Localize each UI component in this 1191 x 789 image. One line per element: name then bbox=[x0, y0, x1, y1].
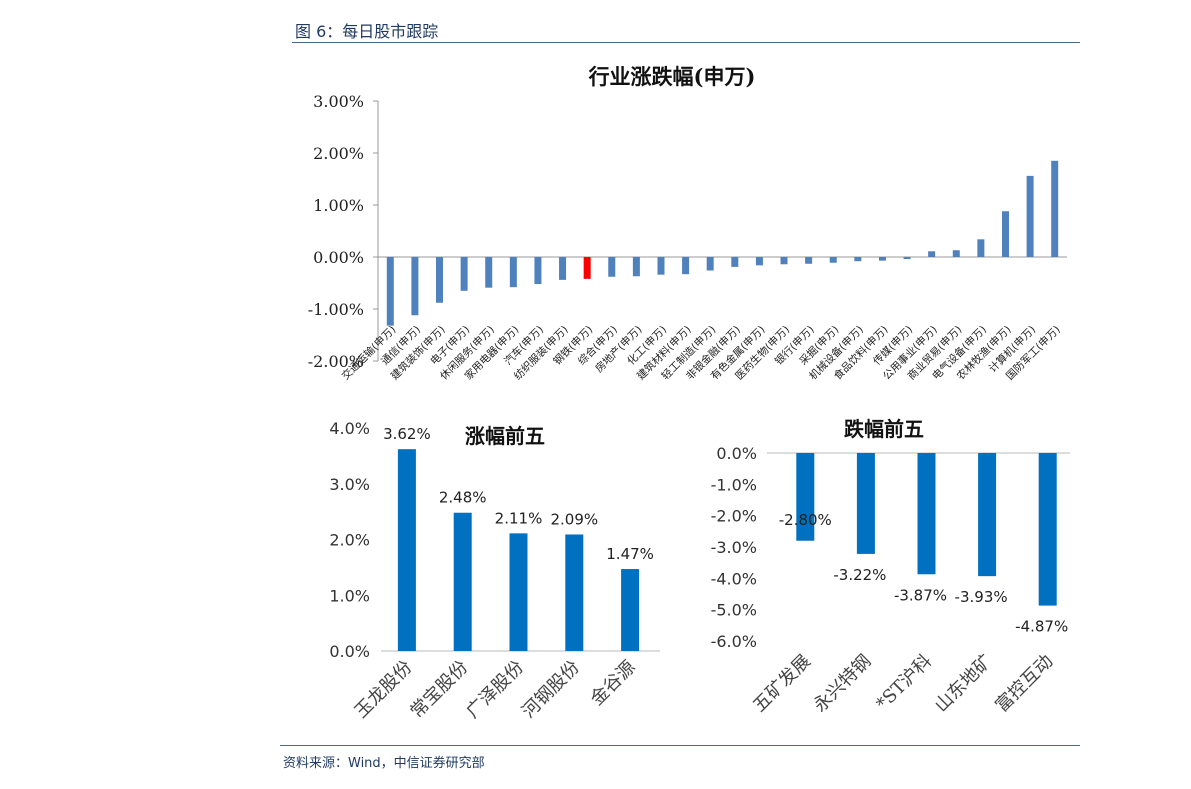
top5-y-tick-label: 1.0% bbox=[329, 586, 370, 605]
industry-bar bbox=[829, 257, 837, 263]
industry-bar bbox=[780, 257, 788, 265]
bottom5-y-tick-label: 0.0% bbox=[716, 444, 757, 463]
bottom5-bar bbox=[856, 453, 875, 554]
industry-bar bbox=[805, 257, 813, 264]
bottom5-x-label: 山东地矿 bbox=[931, 651, 997, 717]
bottom5-data-label: -4.87% bbox=[1015, 618, 1068, 636]
industry-bar bbox=[1001, 211, 1009, 257]
top5-y-tick-label: 3.0% bbox=[329, 475, 370, 494]
top5-y-tick-label: 4.0% bbox=[329, 419, 370, 438]
bottom5-data-label: -2.80% bbox=[779, 511, 832, 529]
bottom5-y-tick-label: -1.0% bbox=[711, 475, 757, 494]
industry-y-tick-label: 1.00% bbox=[313, 196, 364, 215]
industry-y-tick-label: -2.00% bbox=[308, 352, 364, 371]
industry-chart: 行业涨跌幅(申万) -2.00% -1.00% 0.00% 1.00% 2.00% 3.0… bbox=[308, 64, 1067, 382]
bottom5-chart: 跌幅前五 0.0%-1.0%-2.0%-3.0%-4.0%-5.0%-6.0% … bbox=[711, 417, 1070, 716]
bottom5-bar bbox=[1038, 453, 1057, 606]
industry-bar bbox=[436, 257, 444, 303]
industry-bar bbox=[755, 257, 763, 266]
industry-bar bbox=[903, 257, 911, 260]
industry-bar bbox=[977, 239, 985, 257]
top5-chart: 涨幅前五 0.0% 1.0% 2.0% 3.0% 4.0% 3.62% 2.48% 2.11… bbox=[329, 419, 660, 722]
bottom5-data-label: -3.22% bbox=[833, 566, 886, 584]
source-note: 资料来源：Wind，中信证券研究部 bbox=[283, 756, 485, 771]
top5-bar bbox=[397, 449, 416, 651]
industry-bar bbox=[534, 257, 542, 285]
top5-y-tick-label: 0.0% bbox=[329, 642, 370, 661]
industry-y-tick-label: -1.00% bbox=[308, 300, 364, 319]
industry-bar bbox=[509, 257, 517, 288]
top5-x-label: 河钢股份 bbox=[518, 657, 584, 723]
bottom5-bar bbox=[978, 453, 997, 577]
industry-bar bbox=[583, 257, 591, 279]
industry-bar bbox=[386, 257, 394, 326]
top5-data-label: 2.48% bbox=[439, 489, 487, 507]
bottom-rule bbox=[280, 745, 1080, 746]
top5-data-label: 3.62% bbox=[383, 425, 431, 443]
industry-bar bbox=[632, 257, 640, 277]
top5-chart-title: 涨幅前五 bbox=[465, 424, 545, 448]
bottom5-y-tick-label: -4.0% bbox=[711, 569, 757, 588]
bottom5-x-label: 永兴特钢 bbox=[810, 651, 876, 717]
top5-x-label: 玉龙股份 bbox=[351, 657, 417, 723]
top5-x-label: 广泽股份 bbox=[462, 657, 528, 723]
bottom5-x-label: 富控互动 bbox=[991, 651, 1057, 717]
top5-y-tick-label: 2.0% bbox=[329, 531, 370, 550]
bottom5-chart-title: 跌幅前五 bbox=[844, 417, 924, 441]
industry-bar bbox=[682, 257, 690, 275]
bottom5-y-tick-label: -5.0% bbox=[711, 601, 757, 620]
bottom5-bar bbox=[917, 453, 936, 575]
top5-bar bbox=[565, 534, 584, 651]
top5-data-label: 2.11% bbox=[495, 509, 543, 527]
industry-bar bbox=[706, 257, 714, 271]
industry-bar bbox=[608, 257, 616, 277]
industry-bar bbox=[1051, 160, 1059, 257]
bottom5-y-tick-label: -2.0% bbox=[711, 507, 757, 526]
industry-y-tick-label: 0.00% bbox=[313, 248, 364, 267]
industry-chart-title: 行业涨跌幅(申万) bbox=[588, 64, 756, 89]
top5-bar bbox=[509, 533, 528, 651]
industry-bar bbox=[411, 257, 419, 316]
bottom5-data-label: -3.87% bbox=[894, 586, 947, 604]
industry-bar bbox=[952, 250, 960, 257]
industry-bar bbox=[1026, 175, 1034, 257]
top5-bar bbox=[453, 512, 472, 651]
top5-data-label: 1.47% bbox=[606, 545, 654, 563]
bottom5-x-label: *ST沪科 bbox=[872, 651, 936, 715]
industry-bar bbox=[657, 257, 665, 275]
top5-data-label: 2.09% bbox=[550, 510, 598, 528]
bottom5-y-tick-label: -6.0% bbox=[711, 632, 757, 651]
industry-y-tick-label: 2.00% bbox=[313, 144, 364, 163]
figure-title: 图 6：每日股市跟踪 bbox=[295, 22, 439, 41]
bottom5-y-tick-label: -3.0% bbox=[711, 538, 757, 557]
industry-bar bbox=[559, 257, 567, 280]
industry-y-tick-label: 3.00% bbox=[313, 92, 364, 111]
industry-bar bbox=[731, 257, 739, 267]
top5-bar bbox=[621, 569, 640, 651]
industry-bar bbox=[854, 257, 862, 262]
bottom5-data-label: -3.93% bbox=[955, 588, 1008, 606]
industry-bar bbox=[485, 257, 493, 288]
top5-x-label: 金谷源 bbox=[587, 657, 640, 710]
top5-x-label: 常宝股份 bbox=[406, 657, 472, 723]
top-rule bbox=[292, 42, 1080, 43]
industry-bar bbox=[928, 251, 936, 257]
industry-bar bbox=[878, 257, 886, 261]
industry-bar bbox=[460, 257, 468, 291]
bottom5-x-label: 五矿发展 bbox=[749, 651, 815, 717]
bottom5-bar bbox=[796, 453, 815, 541]
